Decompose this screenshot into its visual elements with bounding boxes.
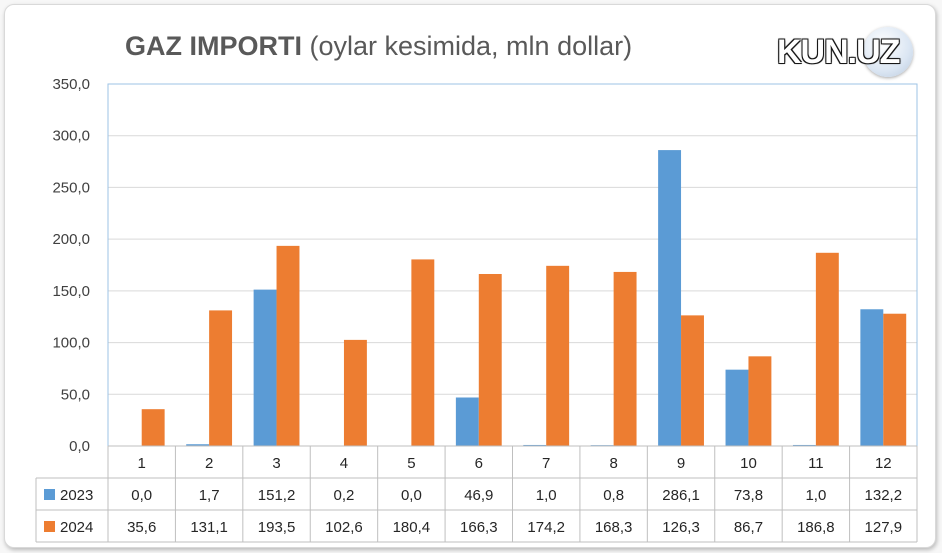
kun-uz-logo: KUN.UZ — [769, 27, 919, 77]
table-value-2023-10: 73,8 — [734, 487, 763, 504]
table-value-2023-7: 1,0 — [536, 487, 557, 504]
table-value-2023-5: 0,0 — [401, 487, 422, 504]
table-value-2023-8: 0,8 — [603, 487, 624, 504]
x-tick-label: 6 — [475, 455, 483, 472]
logo-text: KUN.UZ — [777, 33, 900, 71]
y-tick-label: 350,0 — [52, 76, 90, 93]
legend-label-2024: 2024 — [60, 519, 93, 536]
bar-2024-7 — [546, 265, 570, 446]
table-value-2023-11: 1,0 — [805, 487, 826, 504]
table-value-2024-9: 126,3 — [662, 519, 700, 536]
bar-2024-6 — [478, 273, 502, 446]
legend-key-2024 — [44, 521, 55, 532]
y-tick-label: 300,0 — [52, 128, 90, 145]
table-value-2024-10: 86,7 — [734, 519, 763, 536]
x-tick-label: 2 — [205, 455, 213, 472]
y-tick-label: 50,0 — [61, 386, 90, 403]
bar-2023-2 — [186, 444, 210, 446]
table-value-2024-5: 180,4 — [393, 519, 431, 536]
bar-2024-8 — [613, 271, 637, 446]
bar-2024-12 — [883, 313, 907, 446]
bar-2023-7 — [523, 444, 547, 446]
x-tick-label: 10 — [740, 455, 757, 472]
x-tick-label: 4 — [340, 455, 348, 472]
table-value-2024-3: 193,5 — [258, 519, 296, 536]
table-value-2024-1: 35,6 — [127, 519, 156, 536]
logo-circle — [863, 27, 913, 77]
table-value-2024-7: 174,2 — [527, 519, 565, 536]
x-tick-label: 8 — [609, 455, 617, 472]
x-tick-label: 7 — [542, 455, 550, 472]
x-tick-label: 3 — [272, 455, 280, 472]
table-value-2023-9: 286,1 — [662, 487, 700, 504]
table-value-2023-1: 0,0 — [131, 487, 152, 504]
y-tick-label: 250,0 — [52, 179, 90, 196]
x-tick-label: 11 — [808, 455, 824, 472]
chart-title-rest: (oylar kesimida, mln dollar) — [302, 31, 633, 61]
x-tick-label: 5 — [407, 455, 415, 472]
bar-2023-6 — [455, 397, 479, 446]
table-value-2024-6: 166,3 — [460, 519, 498, 536]
bar-2024-4 — [343, 339, 367, 446]
y-tick-label: 100,0 — [52, 335, 90, 352]
legend-key-2023 — [44, 489, 55, 500]
table-value-2024-4: 102,6 — [325, 519, 363, 536]
table-value-2023-3: 151,2 — [258, 487, 296, 504]
table-value-2023-12: 132,2 — [865, 487, 903, 504]
chart-frame: GAZ IMPORTI (oylar kesimida, mln dollar)… — [4, 4, 936, 548]
bar-2023-3 — [253, 289, 277, 446]
legend-label-2023: 2023 — [60, 487, 93, 504]
table-value-2024-12: 127,9 — [865, 519, 903, 536]
bar-2023-9 — [658, 150, 682, 446]
table-value-2023-4: 0,2 — [334, 487, 355, 504]
y-tick-label: 0,0 — [69, 438, 90, 455]
bar-2023-10 — [725, 369, 749, 446]
bar-2024-2 — [209, 310, 233, 446]
chart-title: GAZ IMPORTI (oylar kesimida, mln dollar) — [125, 31, 632, 62]
table-value-2024-8: 168,3 — [595, 519, 633, 536]
y-tick-label: 150,0 — [52, 283, 90, 300]
bar-2023-12 — [860, 309, 884, 446]
bar-2024-10 — [748, 356, 772, 446]
bar-2024-3 — [276, 245, 300, 446]
bar-2024-9 — [681, 315, 704, 446]
bar-2024-11 — [815, 252, 839, 446]
x-tick-label: 1 — [138, 455, 146, 472]
bar-2023-11 — [792, 444, 816, 446]
chart-title-bold: GAZ IMPORTI — [125, 31, 302, 61]
x-tick-label: 9 — [677, 455, 685, 472]
x-tick-label: 12 — [875, 455, 892, 472]
table-value-2024-11: 186,8 — [797, 519, 835, 536]
table-value-2023-6: 46,9 — [464, 487, 493, 504]
table-value-2024-2: 131,1 — [190, 519, 228, 536]
table-value-2023-2: 1,7 — [199, 487, 220, 504]
y-tick-label: 200,0 — [52, 231, 90, 248]
bar-2024-1 — [141, 409, 165, 446]
bar-2024-5 — [411, 259, 435, 446]
